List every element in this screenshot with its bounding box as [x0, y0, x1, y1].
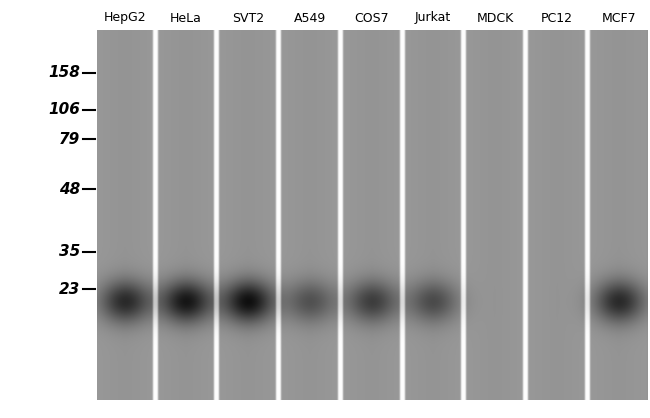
Text: MCF7: MCF7 [602, 12, 636, 25]
Text: PC12: PC12 [541, 12, 573, 25]
Text: Jurkat: Jurkat [415, 12, 451, 25]
Text: 35: 35 [58, 245, 80, 260]
Text: 79: 79 [58, 132, 80, 147]
Text: COS7: COS7 [355, 12, 389, 25]
Text: MDCK: MDCK [476, 12, 514, 25]
Text: SVT2: SVT2 [232, 12, 264, 25]
Text: A549: A549 [294, 12, 326, 25]
Text: HeLa: HeLa [170, 12, 202, 25]
Text: 158: 158 [48, 65, 80, 80]
Text: HepG2: HepG2 [104, 12, 146, 25]
Text: 23: 23 [58, 281, 80, 296]
Text: 48: 48 [58, 181, 80, 196]
Text: 106: 106 [48, 102, 80, 117]
